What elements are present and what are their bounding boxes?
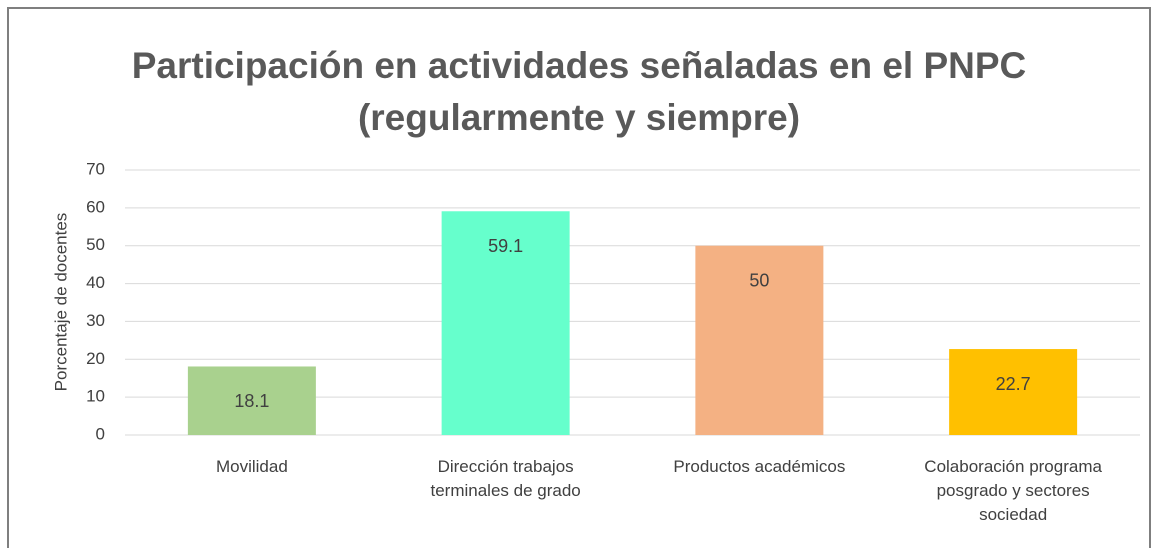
x-tick-label: Dirección trabajos terminales de grado — [430, 457, 581, 500]
value-label: 59.1 — [488, 236, 523, 256]
y-tick-label: 30 — [86, 311, 105, 330]
y-tick-label: 40 — [86, 273, 105, 292]
x-tick-label: Colaboración programa posgrado y sectore… — [924, 457, 1102, 524]
chart-title: Participación en actividades señaladas e… — [131, 45, 1027, 138]
x-tick-label: Movilidad — [215, 457, 288, 476]
value-label: 18.1 — [234, 391, 269, 411]
y-tick-label: 10 — [86, 387, 105, 406]
y-tick-label: 60 — [86, 197, 105, 216]
bar — [441, 211, 570, 435]
bar — [187, 366, 316, 435]
bar — [949, 349, 1078, 435]
chart-border — [7, 7, 1151, 548]
y-tick-label: 0 — [96, 424, 105, 443]
x-tick-label: Productos académicos — [673, 457, 846, 476]
bar — [695, 245, 824, 435]
y-axis-label: Porcentaje de docentes — [51, 213, 70, 392]
y-tick-label: 70 — [86, 159, 105, 178]
value-label: 50 — [749, 270, 769, 290]
value-label: 22.7 — [996, 374, 1031, 394]
y-tick-label: 50 — [86, 235, 105, 254]
y-tick-label: 20 — [86, 349, 105, 368]
